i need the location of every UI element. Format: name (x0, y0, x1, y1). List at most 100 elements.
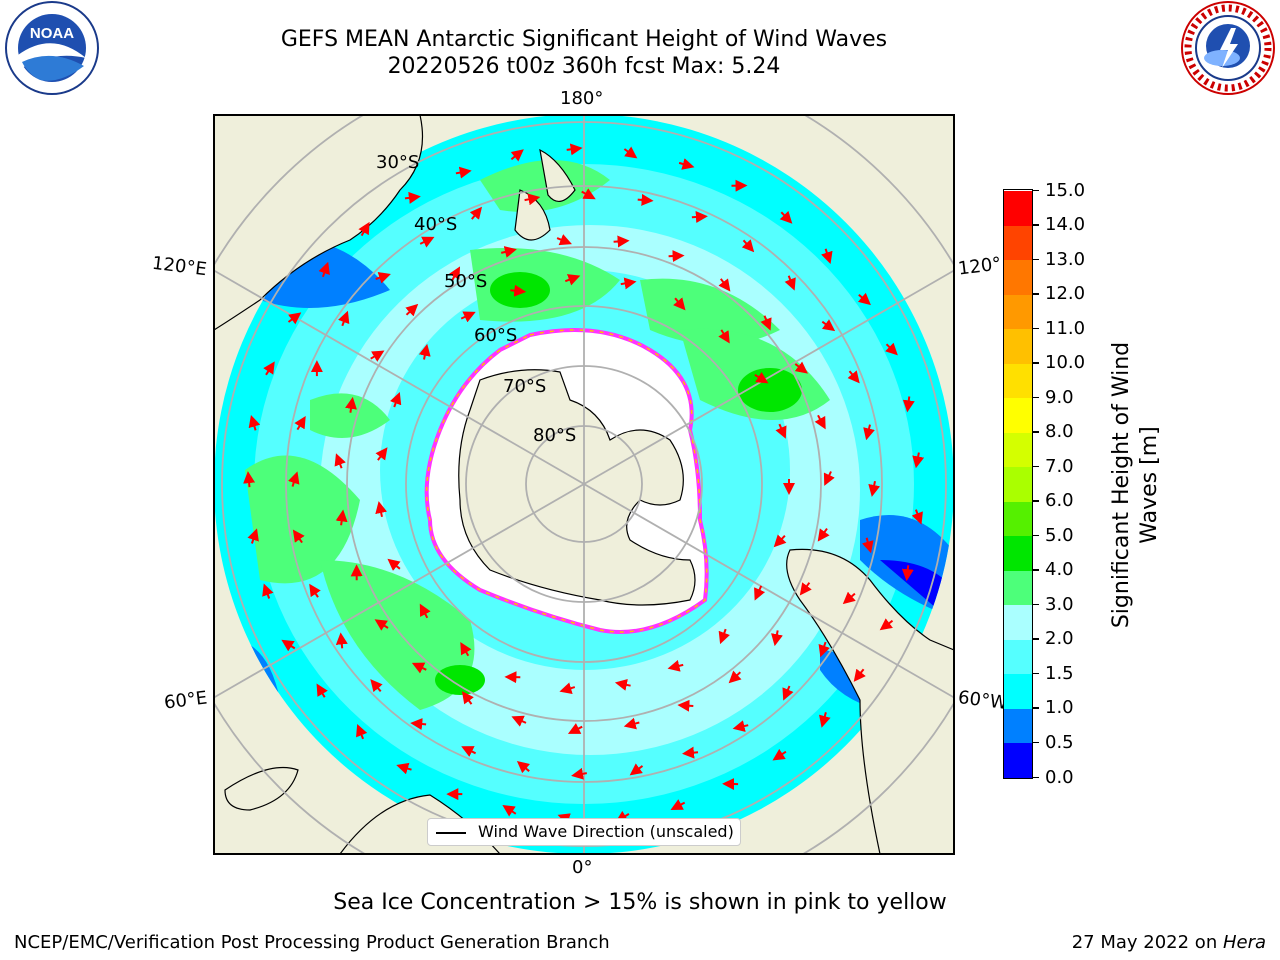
wave-direction-arrow (863, 424, 875, 441)
wave-direction-arrow (567, 723, 583, 734)
wave-direction-arrow (754, 585, 766, 601)
wave-direction-arrow (691, 210, 708, 223)
wave-direction-arrow (857, 292, 871, 306)
wave-direction-arrow (510, 149, 524, 162)
footer-machine: Hera (1222, 932, 1266, 953)
chart-title: GEFS MEAN Antarctic Significant Height o… (280, 27, 888, 52)
wave-direction-arrow (287, 312, 302, 325)
map-frame (213, 114, 955, 855)
wave-direction-arrow (448, 266, 461, 281)
lon-label-180: 180° (560, 88, 604, 109)
wave-direction-arrow (370, 679, 383, 693)
wave-direction-arrow (318, 261, 330, 278)
wave-direction-arrow (754, 371, 769, 384)
wave-direction-arrow (868, 481, 881, 497)
wave-direction-arrow (771, 630, 783, 647)
wave-direction-arrow (623, 146, 638, 159)
wave-direction-arrow (460, 311, 476, 323)
wave-direction-arrow (885, 342, 898, 356)
wave-direction-arrow (629, 763, 644, 776)
colorbar-segment (1004, 604, 1032, 640)
wave-direction-arrow (419, 236, 435, 248)
wave-direction-arrow (623, 717, 640, 730)
sea-ice-note: Sea Ice Concentration > 15% is shown in … (333, 890, 947, 915)
lat-label-80s: 80°S (533, 425, 576, 446)
wave-direction-arrow (370, 350, 385, 362)
colorbar (1003, 189, 1033, 779)
lat-label-40s: 40°S (414, 214, 457, 235)
wave-direction-arrow (566, 143, 583, 156)
wave-direction-arrow (263, 361, 275, 376)
wave-direction-arrow (418, 343, 431, 360)
wave-direction-arrow (294, 415, 306, 431)
noaa-logo-text: NOAA (30, 25, 74, 42)
wave-direction-arrow (818, 641, 830, 658)
wave-direction-arrow (461, 691, 474, 705)
colorbar-tick-label: 4.0 (1033, 561, 1074, 579)
wave-direction-arrow (502, 805, 517, 817)
wave-direction-arrow (772, 748, 787, 761)
legend-label: Wind Wave Direction (unscaled) (478, 822, 734, 841)
wave-direction-arrow (559, 682, 576, 694)
wave-direction-arrow (821, 319, 836, 332)
wave-direction-arrow (358, 221, 370, 237)
colorbar-segment (1004, 328, 1032, 364)
wave-direction-arrow (728, 670, 742, 684)
wave-direction-arrow (405, 303, 419, 317)
noaa-logo: NOAA (0, 0, 104, 100)
wave-direction-arrow (288, 471, 300, 487)
wave-direction-arrow (469, 206, 483, 220)
wave-direction-arrow (524, 193, 541, 206)
wave-direction-arrow (262, 583, 274, 599)
colorbar-label: Significant Height of Wind Waves [m] (1108, 335, 1164, 635)
colorbar-segment (1004, 535, 1032, 571)
wave-direction-arrow (404, 191, 421, 204)
wave-direction-arrow (670, 799, 686, 810)
colorbar-tick-label: 7.0 (1033, 457, 1074, 476)
wave-direction-arrow (673, 297, 686, 311)
wave-direction-arrow (460, 642, 472, 657)
wave-direction-arrow (281, 639, 296, 652)
chart-subtitle-run: 20220526 t00z 360h fcst Max: 5.24 (387, 54, 781, 79)
wave-direction-arrow (389, 391, 402, 408)
colorbar-segment (1004, 363, 1032, 399)
colorbar-segment (1004, 432, 1032, 468)
wave-direction-arrow (637, 193, 654, 206)
colorbar-tick-label: 2.0 (1033, 630, 1074, 648)
wave-direction-arrow (338, 310, 350, 327)
wave-direction-arrow (581, 188, 596, 200)
wave-direction-arrow (819, 712, 831, 728)
wave-direction-arrow (292, 529, 305, 544)
wave-direction-arrow (411, 662, 427, 674)
colorbar-tick-label: 13.0 (1033, 250, 1085, 269)
lon-label-0: 0° (572, 857, 593, 878)
colorbar-tick-label: 11.0 (1033, 319, 1085, 338)
lat-label-50s: 50°S (444, 271, 487, 292)
australia-land (214, 115, 424, 331)
wave-direction-arrow (782, 685, 794, 701)
wave-direction-arrow (614, 679, 631, 691)
wave-direction-arrow (247, 528, 259, 544)
lat-label-70s: 70°S (503, 376, 546, 397)
wave-direction-arrow (912, 452, 925, 469)
wave-direction-arrow (613, 235, 630, 248)
colorbar-segment (1004, 570, 1032, 606)
wave-direction-arrow (410, 718, 427, 731)
wave-direction-arrow (571, 767, 587, 780)
wave-direction-arrow (309, 583, 321, 598)
wave-direction-arrow (335, 632, 348, 649)
colorbar-segment (1004, 397, 1032, 433)
colorbar-segment (1004, 742, 1032, 778)
colorbar-segment (1004, 259, 1032, 295)
colorbar-segment (1004, 639, 1032, 675)
colorbar-tick-label: 3.0 (1033, 595, 1074, 614)
colorbar-tick-label: 15.0 (1033, 181, 1085, 200)
wave-direction-arrow (335, 509, 348, 526)
wave-direction-arrow (879, 618, 894, 631)
wave-direction-arrow (682, 746, 699, 759)
wave-direction-arrow (911, 509, 923, 525)
colorbar-tick-label: 12.0 (1033, 285, 1085, 303)
wave-direction-arrow (243, 471, 256, 488)
wave-direction-arrow (817, 528, 830, 542)
